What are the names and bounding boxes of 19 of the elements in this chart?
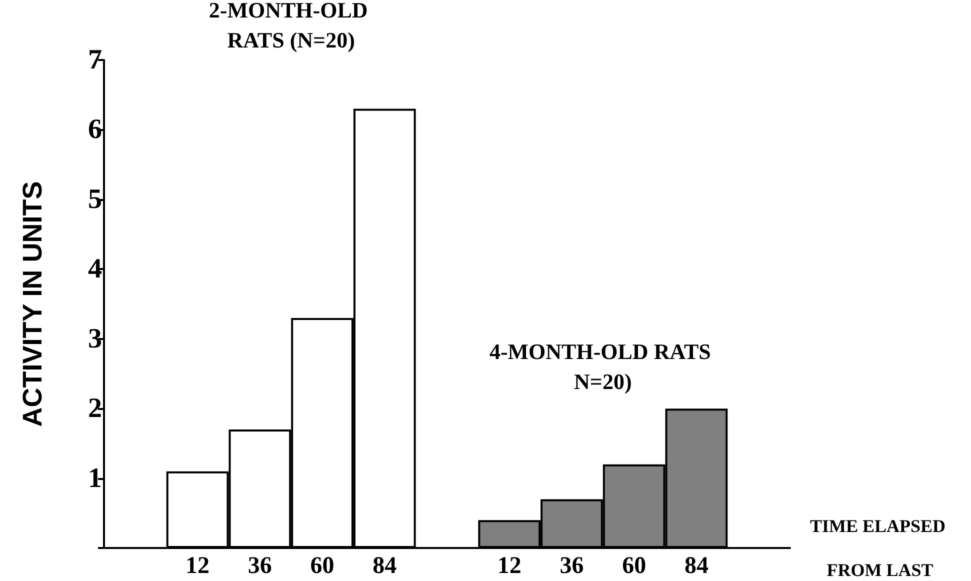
x-tick-label: 84 [684, 553, 708, 579]
x-tick-label: 84 [372, 553, 397, 579]
text: TIME ELAPSED FROM LAST [810, 516, 946, 580]
y-tick-label: 4 [88, 254, 102, 285]
x-tick-label: 60 [622, 553, 646, 579]
text: 2-MONTH-OLD RATS (N=20) [208, 0, 374, 52]
x-tick-label: 60 [310, 553, 334, 579]
x-tick-label: 36 [560, 553, 584, 579]
y-tick-label: 3 [88, 323, 102, 354]
series-label: 4-MONTH-OLD RATS N=20) [489, 339, 716, 394]
x-tick-label: 36 [248, 553, 272, 579]
y-tick-label: 1 [88, 462, 102, 494]
y-tick-label: 6 [88, 114, 102, 146]
y-axis-title: ACTIVITY IN UNITS [18, 181, 48, 427]
y-tick-label: 5 [88, 184, 102, 215]
y-tick-label: 2 [88, 393, 102, 424]
x-tick-label: 12 [497, 553, 522, 579]
y-tick-label: 7 [88, 44, 102, 76]
x-tick-label: 12 [186, 553, 210, 579]
